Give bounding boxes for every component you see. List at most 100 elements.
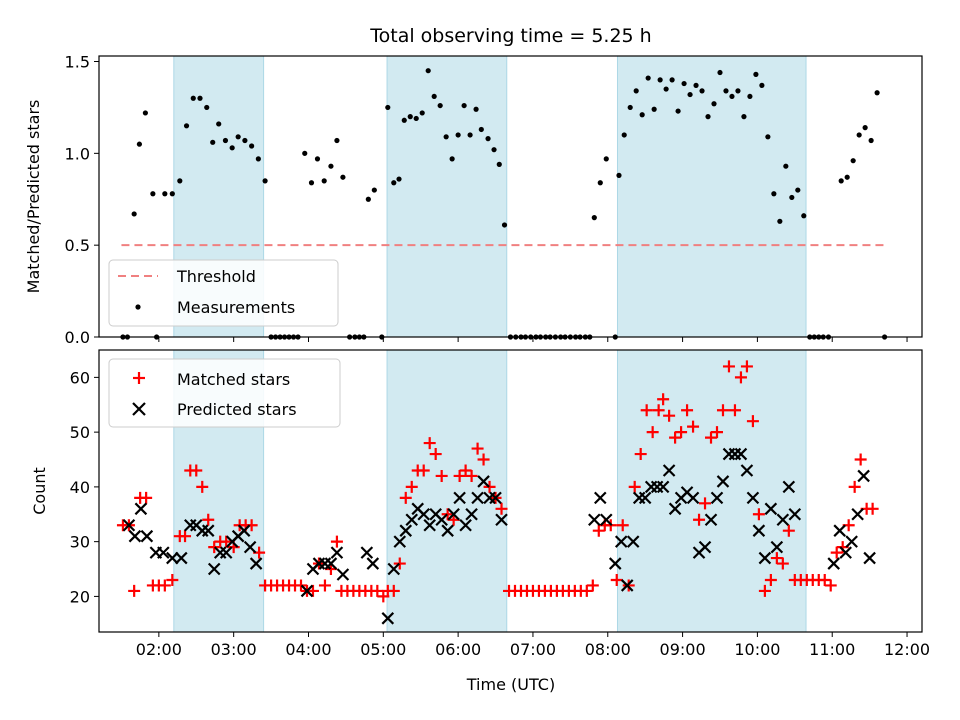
- matched-star-point: [477, 453, 490, 466]
- measurement-point: [501, 222, 508, 228]
- top-y-axis-label: Matched/Predicted stars: [24, 100, 43, 294]
- matched-star-point: [752, 508, 765, 521]
- measurement-point: [597, 180, 603, 186]
- predicted-star-point: [219, 546, 233, 559]
- predicted-star-point: [140, 529, 154, 543]
- matched-star-point: [705, 431, 718, 444]
- predicted-star-point: [175, 551, 188, 565]
- measurement-point: [461, 102, 467, 109]
- predicted-star-point: [758, 551, 772, 565]
- measurement-point: [856, 132, 862, 138]
- observing-window: [386, 349, 508, 633]
- measurement-point: [467, 132, 473, 138]
- measurement-point: [795, 187, 801, 193]
- measurement-point: [639, 112, 645, 118]
- measurement-point: [177, 178, 183, 184]
- predicted-star-point: [417, 507, 430, 521]
- measurement-point: [621, 132, 627, 138]
- measurement-point: [723, 88, 729, 94]
- measurement-point: [235, 134, 241, 140]
- top-x-ticks: [158, 337, 908, 342]
- matched-star-point: [663, 409, 676, 422]
- predicted-star-point: [360, 546, 374, 559]
- bottom-y-axis-label: Count: [30, 467, 49, 515]
- measurement-point: [308, 180, 315, 186]
- matched-star-point: [628, 480, 641, 493]
- matched-star-point: [734, 371, 747, 384]
- legend-measurements-label: Measurements: [177, 298, 295, 317]
- matched-star-point: [417, 464, 430, 477]
- predicted-star-point: [614, 535, 628, 548]
- predicted-star-point: [366, 557, 380, 570]
- x-tick-label: 11:00: [809, 640, 855, 659]
- measurement-point: [431, 93, 437, 100]
- measurement-point: [229, 145, 235, 151]
- predicted-star-point: [237, 524, 251, 537]
- predicted-star-point: [134, 502, 148, 516]
- measurement-point: [131, 211, 137, 217]
- legend-matched-label: Matched stars: [177, 370, 290, 389]
- legend-measurements-swatch: [135, 304, 141, 310]
- y-tick-label: 1.5: [65, 53, 90, 72]
- measurement-point: [485, 136, 491, 142]
- x-tick-label: 06:00: [435, 640, 481, 659]
- measurement-point: [838, 178, 844, 184]
- measurement-point: [183, 123, 190, 129]
- measurement-point: [437, 102, 443, 109]
- predicted-star-point: [405, 513, 419, 527]
- predicted-star-point: [788, 507, 802, 521]
- measurement-point: [783, 163, 789, 169]
- measurement-point: [603, 156, 609, 162]
- predicted-star-point: [249, 557, 263, 570]
- matched-star-point: [722, 360, 735, 373]
- matched-star-point: [393, 557, 406, 570]
- matched-star-point: [782, 524, 795, 537]
- measurement-point: [717, 69, 723, 76]
- measurement-point: [262, 178, 268, 184]
- predicted-star-point: [447, 507, 460, 521]
- matched-star-point: [495, 502, 508, 515]
- measurement-point: [413, 115, 419, 122]
- measurement-point: [328, 163, 334, 169]
- predicted-star-point: [477, 475, 490, 488]
- predicted-star-point: [441, 524, 454, 537]
- matched-star-point: [128, 584, 141, 597]
- measurement-point: [741, 114, 747, 120]
- matched-star-point: [716, 404, 729, 417]
- predicted-star-point: [716, 475, 730, 488]
- legend-threshold-label: Threshold: [176, 267, 256, 286]
- measurement-point: [657, 77, 663, 83]
- bottom-panel-frame: [98, 349, 923, 633]
- matched-star-point: [746, 415, 759, 428]
- measurement-point: [633, 88, 639, 94]
- measurement-point: [401, 117, 407, 123]
- matched-star-point: [776, 557, 789, 570]
- matched-star-point: [764, 573, 777, 586]
- bottom-panel: 02:00 03:00 04:00 05:00 06:00 07:00 08:00 09:00…: [30, 349, 930, 694]
- top-legend: Threshold Measurements: [108, 259, 339, 327]
- measurement-point: [850, 158, 856, 164]
- measurement-point: [645, 75, 651, 81]
- matched-star-point: [830, 546, 843, 559]
- measurement-point: [391, 180, 397, 186]
- top-y-ticks: 0.0 0.5 1.0 1.5: [65, 53, 99, 347]
- matched-star-point: [441, 508, 454, 521]
- matched-star-point: [824, 579, 837, 592]
- predicted-star-point: [620, 579, 634, 592]
- measurement-point: [771, 191, 777, 197]
- x-tick-label: 04:00: [285, 640, 331, 659]
- measurement-point: [729, 93, 735, 100]
- measurement-point: [759, 82, 765, 88]
- predicted-star-point: [166, 551, 179, 565]
- matched-star-point: [202, 513, 215, 526]
- measurement-point: [455, 132, 461, 138]
- measurement-point: [699, 88, 705, 94]
- matched-star-point: [196, 480, 209, 493]
- matched-star-point: [634, 448, 647, 461]
- x-axis-label: Time (UTC): [466, 675, 555, 694]
- measurement-point: [616, 172, 622, 178]
- predicted-star-point: [201, 524, 215, 537]
- observing-window: [386, 55, 508, 338]
- measurement-point: [314, 156, 321, 162]
- matched-star-point: [158, 579, 171, 592]
